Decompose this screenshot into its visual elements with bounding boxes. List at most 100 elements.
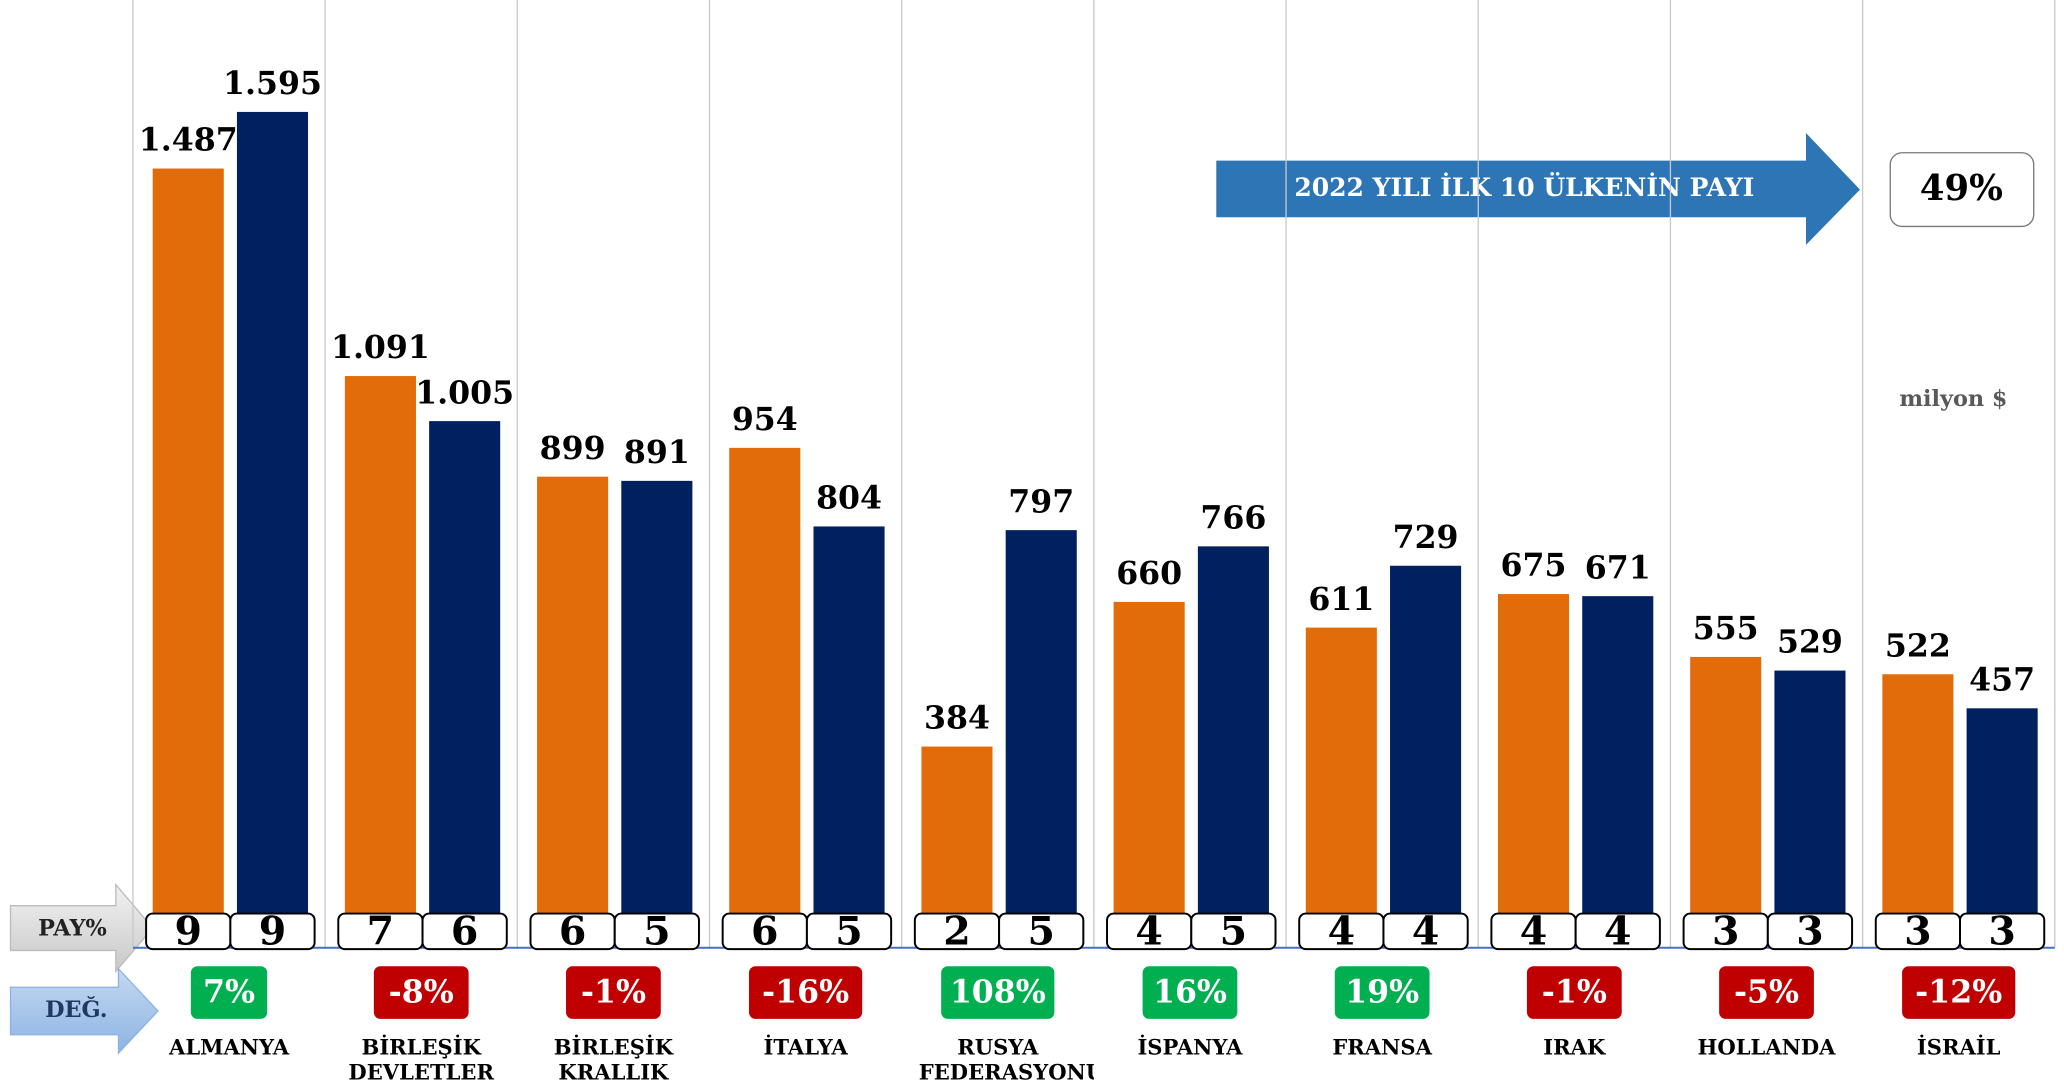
share-value: 3 <box>1988 909 2015 955</box>
value-label: 1.487 <box>139 122 238 159</box>
category-label: BİRLEŞİK DEVLETLER <box>348 1034 494 1085</box>
bar <box>429 421 501 948</box>
value-label: 529 <box>1777 624 1843 661</box>
change-arrow <box>9 967 159 1055</box>
bar <box>1305 627 1377 948</box>
value-label: 522 <box>1885 627 1951 664</box>
category-box: FRANSA <box>1332 1034 1432 1060</box>
change-box <box>373 966 469 1019</box>
share-box <box>998 912 1085 951</box>
change-box <box>566 966 661 1019</box>
value-label: 899 <box>540 430 606 467</box>
category-box: HOLLANDA <box>1697 1034 1836 1060</box>
change-value: 16% <box>1153 973 1227 1010</box>
bar <box>813 526 885 948</box>
change-value: -16% <box>762 973 849 1010</box>
change-value: -5% <box>1734 973 1799 1010</box>
share-box <box>1959 912 2046 951</box>
bar <box>1690 656 1762 948</box>
annotation-arrow <box>1216 132 1860 245</box>
change-box <box>1142 966 1238 1019</box>
share-value: 7 <box>367 909 394 955</box>
category-box: İSRAİL <box>1916 1034 2001 1060</box>
category-label: IRAK <box>1543 1034 1606 1060</box>
category-label: ALMANYA <box>168 1034 290 1060</box>
change-box <box>1526 966 1622 1019</box>
change-value: -1% <box>1542 973 1607 1010</box>
value-label: 891 <box>624 434 690 471</box>
share-value: 4 <box>1604 909 1631 955</box>
annotation-box <box>1889 152 2035 228</box>
share-value: 3 <box>1796 909 1823 955</box>
category-box: IRAK <box>1543 1034 1606 1060</box>
share-box <box>613 912 700 951</box>
share-value: 4 <box>1520 909 1547 955</box>
change-value: -1% <box>581 973 646 1010</box>
bar <box>344 376 416 948</box>
value-label: 555 <box>1693 610 1759 647</box>
share-box <box>1190 912 1277 951</box>
bar <box>537 476 609 948</box>
value-label: 954 <box>732 401 798 438</box>
share-value: 5 <box>643 909 670 955</box>
share-box <box>1766 912 1854 951</box>
share-value: 4 <box>1412 909 1439 955</box>
share-value: 3 <box>1904 909 1931 955</box>
bar <box>1005 530 1077 948</box>
value-label: 675 <box>1501 547 1567 584</box>
value-label: 611 <box>1308 581 1374 618</box>
share-value: 3 <box>1712 909 1739 955</box>
change-value: 19% <box>1345 973 1419 1010</box>
value-label: 1.595 <box>223 65 322 102</box>
share-value: 5 <box>835 909 862 955</box>
change-value: -12% <box>1915 973 2002 1010</box>
value-label: 384 <box>924 700 990 737</box>
category-box: BİRLEŞİK DEVLETLER <box>348 1034 494 1085</box>
bar <box>1582 596 1654 948</box>
share-label: PAY% <box>38 915 107 941</box>
category-label: BİRLEŞİK KRALLIK <box>553 1034 674 1085</box>
category-label: HOLLANDA <box>1697 1034 1836 1060</box>
change-value: 7% <box>203 973 255 1010</box>
bar <box>236 111 309 948</box>
change-value: -8% <box>389 973 454 1010</box>
change-box <box>1334 966 1430 1019</box>
share-value: 4 <box>1328 909 1355 955</box>
value-label: 729 <box>1393 519 1459 556</box>
category-label: RUSYA FEDERASYONU <box>918 1034 1094 1085</box>
change-label: DEĞ. <box>45 996 108 1023</box>
value-label: 797 <box>1008 483 1074 520</box>
share-value: 5 <box>1027 909 1054 955</box>
share-value: 2 <box>943 909 970 955</box>
bar <box>621 480 693 948</box>
share-arrow <box>9 882 154 974</box>
share-value: 6 <box>451 909 478 955</box>
category-box: RUSYA FEDERASYONU <box>918 1034 1094 1085</box>
change-box <box>190 966 268 1019</box>
share-box <box>1382 912 1469 951</box>
value-label: 766 <box>1200 500 1266 537</box>
category-label: FRANSA <box>1332 1034 1432 1060</box>
category-box: ALMANYA <box>168 1034 290 1060</box>
bar <box>729 447 801 948</box>
bar <box>1197 546 1269 948</box>
bar <box>1390 565 1462 948</box>
value-label: 1.091 <box>331 329 430 366</box>
bar <box>1882 674 1954 948</box>
annotation-text: 2022 YILI İLK 10 ÜLKENİN PAYI <box>1294 173 1754 202</box>
category-box: İTALYA <box>763 1035 847 1060</box>
share-value: 4 <box>1135 909 1162 955</box>
value-label: 660 <box>1116 555 1182 592</box>
bar <box>1966 708 2038 948</box>
category-box: BİRLEŞİK KRALLIK <box>553 1034 674 1085</box>
change-box <box>941 966 1055 1019</box>
change-box <box>1719 966 1814 1019</box>
value-label: 804 <box>816 480 882 517</box>
share-value: 9 <box>175 909 202 955</box>
value-label: 1.005 <box>415 374 514 411</box>
bar <box>1113 601 1185 948</box>
category-label: İSRAİL <box>1916 1034 2001 1060</box>
value-label: 457 <box>1969 661 2035 698</box>
category-label: İSPANYA <box>1137 1034 1243 1060</box>
